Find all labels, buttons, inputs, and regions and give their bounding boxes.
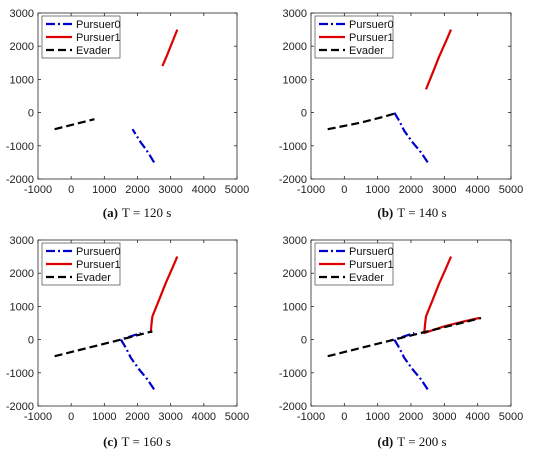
x-tick-label: 2000	[125, 184, 149, 196]
y-tick-label: 3000	[10, 8, 34, 20]
y-tick-label: 1000	[10, 301, 34, 313]
y-tick-label: 3000	[10, 235, 34, 247]
legend-label: Evader	[76, 45, 111, 57]
subplot-1: -1000 0 1000 2000 3000 4000 5000-2000-10000100…	[6, 8, 249, 220]
caption-text: T = 140 s	[397, 205, 446, 220]
series-line-evader	[54, 330, 153, 358]
x-tick-label: 3000	[158, 184, 182, 196]
caption-letter: (a)	[103, 205, 118, 220]
y-tick-label: -2000	[6, 401, 34, 413]
y-tick-label: -2000	[279, 401, 307, 413]
y-tick-label: -1000	[279, 368, 307, 380]
x-tick-label: 1000	[92, 184, 116, 196]
x-tick-label: 1000	[92, 411, 116, 423]
caption-letter: (b)	[377, 205, 393, 220]
y-tick-label: 1000	[10, 74, 34, 86]
x-tick-label: 4000	[465, 184, 489, 196]
x-tick-label: 5000	[499, 184, 523, 196]
subplot-caption: (b) T = 140 s	[377, 205, 446, 220]
x-tick-label: 3000	[158, 411, 182, 423]
caption-text: T = 160 s	[122, 434, 171, 449]
y-tick-label: 0	[28, 335, 34, 347]
legend-label: Pursuer0	[76, 246, 121, 258]
x-tick-label: 5000	[225, 411, 249, 423]
y-tick-label: 1000	[283, 301, 307, 313]
x-tick-label: 1000	[365, 411, 389, 423]
y-tick-label: 2000	[10, 268, 34, 280]
caption-letter: (c)	[103, 434, 117, 449]
legend-label: Evader	[349, 45, 384, 57]
y-tick-label: -1000	[6, 141, 34, 153]
subplot-3: -1000 0 1000 2000 3000 4000 5000-2000-10000100…	[6, 235, 249, 449]
x-tick-label: 3000	[432, 411, 456, 423]
x-tick-label: 2000	[125, 411, 149, 423]
subplot-4: -1000 0 1000 2000 3000 4000 5000-2000-10000100…	[279, 235, 523, 449]
series-line-pursuer0	[131, 128, 156, 163]
caption-text: T = 200 s	[397, 434, 446, 449]
x-tick-label: 4000	[465, 411, 489, 423]
subplot-caption: (a) T = 120 s	[103, 205, 172, 220]
y-tick-label: 3000	[283, 235, 307, 247]
series-line-evader	[327, 111, 399, 131]
series-line-pursuer1	[423, 256, 480, 335]
series-line-pursuer1	[161, 29, 179, 67]
x-tick-label: -1000	[297, 184, 325, 196]
x-tick-label: -1000	[24, 411, 52, 423]
series-line-evader	[327, 316, 482, 358]
y-tick-label: -2000	[279, 174, 307, 186]
series-line-pursuer1	[149, 256, 179, 334]
caption-text: T = 120 s	[122, 205, 171, 220]
series-line-pursuer0	[393, 112, 429, 164]
series-line-pursuer1	[424, 29, 453, 90]
y-tick-label: 0	[28, 108, 34, 120]
y-tick-label: 0	[301, 108, 307, 120]
caption-letter: (d)	[377, 434, 393, 449]
legend-label: Pursuer1	[349, 259, 394, 271]
x-tick-label: -1000	[297, 411, 325, 423]
x-tick-label: 5000	[499, 411, 523, 423]
y-tick-label: 0	[301, 335, 307, 347]
x-tick-label: 2000	[399, 184, 423, 196]
x-tick-label: 0	[68, 411, 74, 423]
legend-label: Evader	[76, 272, 111, 284]
x-tick-label: 0	[341, 411, 347, 423]
series-line-evader	[54, 118, 95, 131]
y-tick-label: -1000	[279, 141, 307, 153]
legend-label: Evader	[349, 272, 384, 284]
y-tick-label: 2000	[10, 41, 34, 53]
x-tick-label: 0	[68, 184, 74, 196]
y-tick-label: 1000	[283, 74, 307, 86]
legend-label: Pursuer1	[349, 32, 394, 44]
x-tick-label: 2000	[399, 411, 423, 423]
y-tick-label: -1000	[6, 368, 34, 380]
y-tick-label: 2000	[283, 268, 307, 280]
y-tick-label: 3000	[283, 8, 307, 20]
legend-label: Pursuer1	[76, 259, 121, 271]
x-tick-label: 4000	[192, 184, 216, 196]
x-tick-label: 3000	[432, 184, 456, 196]
legend-label: Pursuer1	[76, 32, 121, 44]
legend-label: Pursuer0	[76, 19, 121, 31]
x-tick-label: 5000	[225, 184, 249, 196]
legend-label: Pursuer0	[349, 19, 394, 31]
subplot-caption: (d) T = 200 s	[377, 434, 446, 449]
x-tick-label: 0	[341, 184, 347, 196]
legend-label: Pursuer0	[349, 246, 394, 258]
y-tick-label: -2000	[6, 174, 34, 186]
x-tick-label: 4000	[192, 411, 216, 423]
x-tick-label: -1000	[24, 184, 52, 196]
y-tick-label: 2000	[283, 41, 307, 53]
subplot-caption: (c) T = 160 s	[103, 434, 171, 449]
subplot-2: -1000 0 1000 2000 3000 4000 5000-2000-10000100…	[279, 8, 523, 220]
x-tick-label: 1000	[365, 184, 389, 196]
